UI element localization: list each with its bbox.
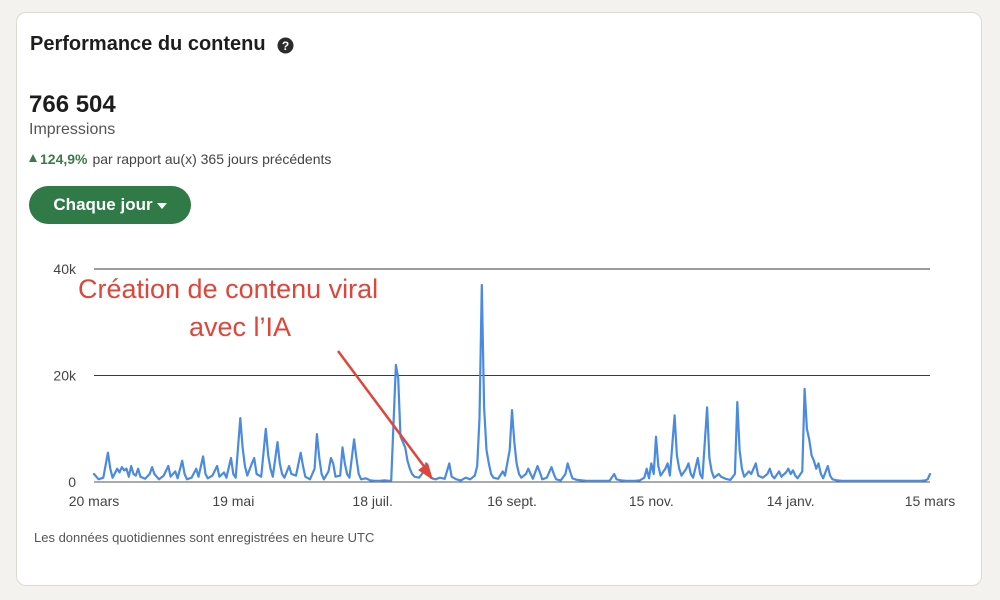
series-line	[92, 283, 932, 482]
svg-text:?: ?	[281, 38, 288, 52]
x-tick-label: 15 mars	[905, 493, 956, 509]
annotation-arrow-head	[418, 463, 433, 480]
x-tick-label: 19 mai	[212, 493, 254, 509]
arrow-up-icon	[29, 154, 37, 162]
x-tick-label: 20 mars	[69, 493, 120, 509]
x-tick-label: 16 sept.	[487, 493, 537, 509]
period-button-label: Chaque jour	[53, 195, 153, 214]
chart-annotation-arrow	[336, 350, 433, 480]
impressions-label: Impressions	[29, 121, 116, 138]
chart-grid	[94, 268, 930, 483]
card-header: Performance du contenu ?	[30, 33, 294, 56]
x-tick-label: 18 juil.	[352, 493, 392, 509]
x-tick-label: 15 nov.	[629, 493, 674, 509]
annotation-arrow-shaft	[336, 350, 431, 474]
utc-footnote: Les données quotidiennes sont enregistré…	[34, 530, 375, 545]
y-tick-label: 0	[68, 474, 76, 490]
caret-down-icon	[156, 203, 167, 209]
content-performance-card	[16, 12, 982, 586]
chart-series	[92, 283, 932, 482]
question-circle-icon[interactable]: ?	[277, 37, 294, 54]
y-tick-label: 20k	[53, 368, 77, 384]
delta-value: 124,9%	[40, 151, 88, 167]
impressions-value: 766 504	[29, 91, 116, 118]
impressions-delta: 124,9% par rapport au(x) 365 jours précé…	[29, 151, 331, 167]
annotation-text-line1: Création de contenu viral	[78, 274, 379, 304]
annotation-text-line2: avec l’IA	[189, 312, 292, 342]
chart-axes: 0 20k 40k 20 mars 19 mai 18 juil. 16 sept. 15 n…	[53, 261, 955, 509]
x-tick-label: 14 janv.	[767, 493, 815, 509]
period-dropdown-button[interactable]: Chaque jour	[29, 186, 191, 224]
delta-text: par rapport au(x) 365 jours précédents	[92, 151, 332, 167]
y-tick-label: 40k	[53, 261, 77, 277]
card-title: Performance du contenu	[30, 33, 266, 55]
